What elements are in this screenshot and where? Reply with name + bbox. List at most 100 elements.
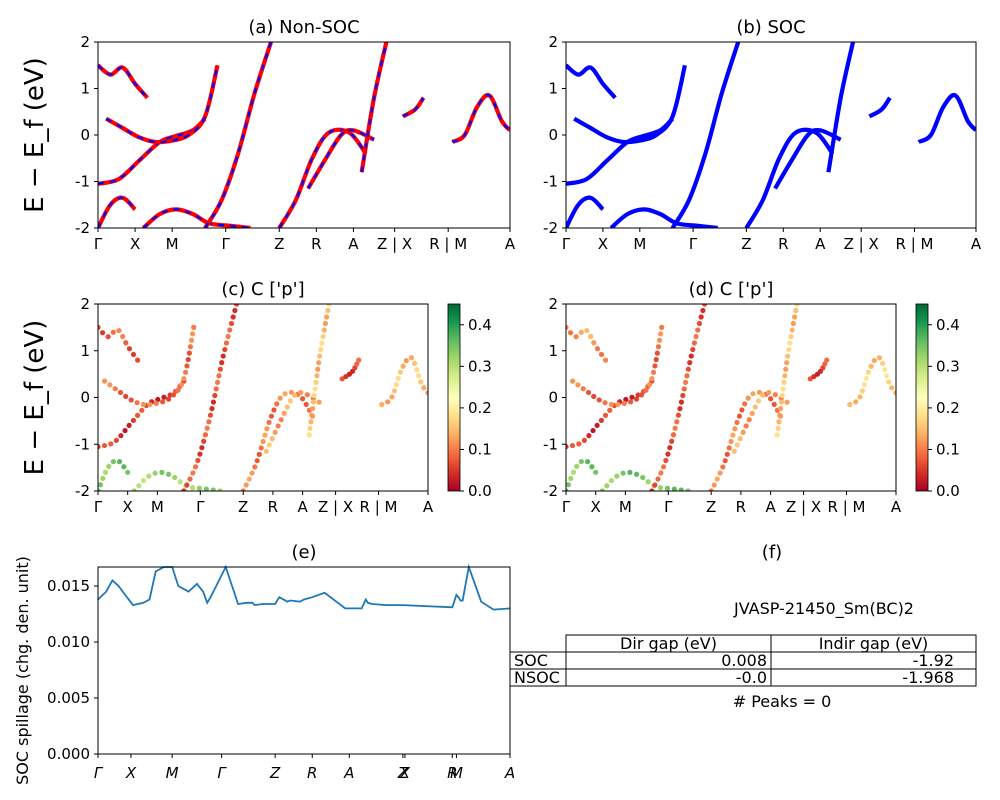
band-point — [278, 417, 284, 423]
plot-area — [98, 42, 510, 228]
band-point — [789, 327, 795, 333]
band-point — [187, 344, 194, 350]
band-point — [682, 379, 689, 385]
band-point — [100, 475, 106, 482]
x-tick-label: R — [311, 235, 321, 253]
band-point — [602, 400, 608, 406]
plot-area — [566, 42, 976, 228]
band-point — [660, 464, 667, 470]
band-point — [271, 407, 277, 413]
band-line — [917, 92, 976, 144]
band-point — [418, 379, 424, 385]
y-tick-label: 1 — [548, 342, 558, 360]
band-point — [674, 419, 680, 425]
band-point — [734, 442, 740, 448]
band-point — [116, 459, 123, 465]
band-point — [640, 474, 646, 481]
band-point — [730, 432, 736, 438]
band-point — [320, 333, 326, 340]
band-point — [189, 485, 196, 491]
x-tick-label: Z — [397, 764, 409, 782]
band-point — [318, 347, 324, 353]
band-point — [620, 470, 626, 476]
band-point — [578, 329, 584, 335]
band-point — [266, 442, 272, 448]
table-col-header: Dir gap (eV) — [620, 634, 717, 653]
y-tick-label: 0 — [80, 126, 90, 144]
band-point — [566, 444, 569, 450]
colorbar-tick-label: 0.1 — [468, 440, 492, 458]
band-point — [356, 357, 362, 363]
band-point — [680, 392, 686, 399]
guide-path — [711, 392, 780, 491]
x-tick-label: Z | X — [377, 235, 412, 253]
plot-area — [98, 304, 428, 491]
band-point — [313, 379, 319, 385]
band-point — [700, 307, 706, 314]
band-point — [243, 482, 249, 488]
band-point — [196, 485, 203, 491]
band-point — [590, 427, 596, 434]
band-point — [188, 337, 195, 343]
y-tick-label: 2 — [80, 33, 90, 51]
table-row-label: NSOC — [514, 668, 560, 687]
table-cell: 0.008 — [721, 651, 767, 670]
band-point — [192, 464, 199, 470]
band-point — [726, 445, 732, 451]
colorbar-tick-label: 0.1 — [936, 440, 960, 458]
band-point — [393, 382, 399, 388]
guide-path — [243, 392, 312, 491]
material-id: JVASP-21450_Sm(BC)2 — [733, 599, 914, 619]
x-tick-label: X — [130, 235, 140, 253]
x-tick-label: Γ — [217, 764, 227, 782]
band-point — [687, 360, 693, 366]
band-line-nonsoc — [141, 207, 251, 228]
band-point — [108, 441, 114, 447]
table-cell: -1.968 — [902, 668, 954, 687]
band-point — [734, 419, 740, 425]
table-cell: -1.92 — [913, 651, 954, 670]
band-point — [574, 463, 580, 469]
band-point — [116, 327, 122, 334]
band-point — [310, 399, 317, 405]
band-point — [309, 406, 316, 412]
band-point — [675, 412, 682, 418]
band-point — [325, 307, 331, 314]
band-point — [249, 470, 255, 476]
band-point — [672, 425, 678, 431]
band-point — [189, 331, 196, 337]
band-point — [204, 425, 210, 431]
band-point — [175, 387, 181, 393]
y-tick-label: 2 — [548, 295, 558, 313]
x-tick-label: X — [399, 764, 411, 782]
y-tick-label: -1 — [543, 435, 558, 453]
y-tick-label: 0.015 — [47, 577, 90, 595]
band-point — [724, 451, 730, 457]
band-point — [264, 426, 270, 432]
band-point — [570, 378, 576, 384]
band-point — [206, 419, 212, 425]
band-point — [573, 334, 579, 340]
band-point — [139, 407, 145, 413]
band-point — [213, 386, 219, 392]
y-tick-label: 1 — [548, 80, 558, 98]
band-point — [792, 314, 798, 320]
x-tick-label: A — [348, 235, 359, 253]
x-tick-label: A — [343, 764, 354, 782]
band-point — [657, 485, 664, 491]
band-point — [886, 379, 892, 385]
y-tick-label: 0 — [548, 126, 558, 144]
band-point — [787, 340, 793, 346]
band-point — [274, 401, 280, 407]
band-point — [184, 363, 190, 369]
band-point — [566, 324, 569, 330]
x-tick-label: M — [633, 235, 646, 253]
x-tick-label: Z — [706, 498, 716, 516]
band-point — [379, 401, 385, 408]
band-point — [824, 357, 830, 363]
band-point — [650, 369, 657, 375]
band-point — [649, 488, 655, 491]
colorbar-tick-label: 0.4 — [936, 316, 960, 334]
band-point — [629, 394, 635, 400]
